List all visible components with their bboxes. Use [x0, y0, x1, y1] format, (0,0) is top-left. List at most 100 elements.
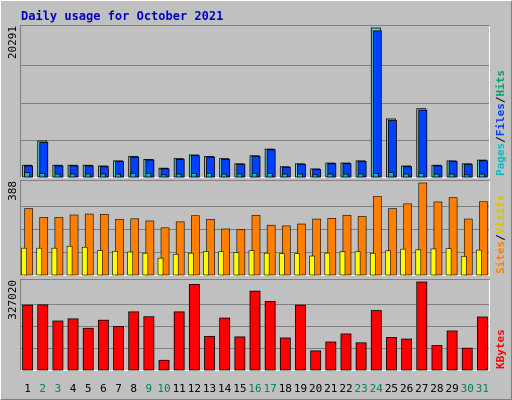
bar-sites-day-26	[400, 248, 406, 276]
bar-pages-day-8	[130, 172, 137, 178]
day-label-23: 23	[355, 382, 368, 395]
bar-sites-day-10	[157, 257, 164, 276]
day-label-15: 15	[233, 382, 246, 395]
bar-pages-day-22	[342, 173, 349, 178]
panel-bevel-dark	[20, 25, 490, 178]
legend-separator: /	[494, 96, 507, 103]
bar-sites-day-27	[415, 249, 422, 276]
bar-pages-day-19	[297, 173, 303, 178]
day-label-8: 8	[130, 382, 137, 395]
bar-files-day-24	[372, 30, 382, 178]
bar-pages-day-5	[84, 173, 91, 178]
bar-sites-day-3	[51, 247, 58, 276]
panel-bevel-dark	[20, 180, 490, 276]
day-label-2: 2	[39, 382, 46, 395]
day-label-25: 25	[385, 382, 398, 395]
bar-sites-day-17	[263, 252, 270, 276]
legend-sites: Sites	[494, 241, 507, 274]
bar-sites-day-14	[218, 251, 224, 276]
bar-pages-day-1	[24, 172, 30, 178]
bar-pages-day-29	[448, 173, 455, 178]
legend-separator: /	[494, 234, 507, 241]
panel-legend: KBytes	[494, 329, 507, 369]
bar-pages-day-15	[236, 173, 243, 178]
day-label-19: 19	[294, 382, 307, 395]
bar-kbytes-day-10	[158, 359, 170, 371]
bar-sites-day-22	[339, 251, 346, 276]
bar-pages-day-11	[175, 173, 182, 178]
bar-visits-day-30	[463, 218, 473, 276]
bar-kbytes-day-1	[22, 304, 33, 371]
bar-visits-day-12	[191, 215, 200, 276]
day-label-26: 26	[400, 382, 413, 395]
day-label-28: 28	[430, 382, 443, 395]
bar-pages-day-24	[372, 172, 379, 178]
panel-background	[20, 25, 490, 178]
bar-kbytes-day-22	[340, 333, 352, 371]
bar-kbytes-day-6	[97, 319, 109, 371]
bar-pages-day-31	[479, 173, 485, 178]
bar-sites-day-18	[279, 253, 285, 276]
bar-sites-day-7	[112, 250, 118, 276]
bar-kbytes-day-3	[52, 320, 64, 371]
bar-kbytes-day-15	[234, 336, 246, 371]
bar-sites-day-23	[354, 251, 361, 276]
bar-kbytes-day-28	[431, 345, 443, 371]
bar-sites-day-19	[294, 253, 300, 276]
chart-title: Daily usage for October 2021	[21, 9, 223, 23]
bar-sites-day-2	[36, 247, 43, 276]
day-label-6: 6	[100, 382, 107, 395]
bar-pages-day-17	[266, 172, 273, 178]
day-label-20: 20	[309, 382, 322, 395]
bar-pages-day-12	[190, 172, 197, 178]
bar-sites-day-1	[21, 247, 27, 276]
bar-visits-day-16	[251, 214, 261, 276]
day-label-5: 5	[85, 382, 92, 395]
day-label-14: 14	[218, 382, 232, 395]
bar-visits-day-28	[433, 201, 443, 276]
bar-files-day-2	[39, 142, 49, 178]
panel-2: 388 Sites/Visits	[6, 180, 507, 276]
panel-legend: Pages/Files/Hits	[494, 70, 507, 176]
bar-visits-day-27	[418, 182, 428, 276]
day-label-24: 24	[370, 382, 384, 395]
bar-sites-day-21	[324, 252, 331, 276]
bar-pages-day-13	[206, 172, 212, 178]
bar-kbytes-day-8	[128, 311, 140, 371]
bar-kbytes-day-29	[446, 330, 458, 371]
bar-pages-day-26	[403, 173, 410, 178]
bar-pages-day-3	[54, 173, 61, 178]
bar-visits-day-22	[342, 214, 352, 276]
bar-visits-day-2	[39, 217, 49, 276]
day-label-22: 22	[339, 382, 352, 395]
bar-pages-day-6	[99, 173, 106, 178]
panel-bevel-light	[21, 26, 490, 178]
legend-hits: Hits	[494, 70, 507, 97]
day-label-7: 7	[115, 382, 122, 395]
bar-kbytes-day-19	[295, 304, 306, 371]
bar-visits-day-18	[282, 225, 291, 276]
bar-sites-day-5	[81, 246, 88, 276]
bar-pages-day-25	[388, 172, 394, 178]
bar-visits-day-31	[479, 201, 488, 276]
bar-visits-day-21	[327, 218, 337, 276]
bar-pages-day-4	[69, 173, 76, 178]
day-label-12: 12	[188, 382, 201, 395]
bar-kbytes-day-13	[204, 335, 215, 371]
bar-kbytes-day-26	[401, 338, 413, 371]
bar-sites-day-28	[430, 248, 437, 276]
bar-pages-day-27	[418, 172, 425, 178]
panel-3: 327020 KBytes	[6, 279, 507, 371]
day-label-29: 29	[445, 382, 458, 395]
bar-visits-day-7	[115, 218, 124, 276]
panel-bevel-light	[21, 181, 490, 276]
bar-pages-day-28	[433, 173, 440, 178]
bar-pages-day-30	[463, 174, 470, 178]
bar-pages-day-7	[115, 173, 121, 178]
bar-kbytes-day-31	[477, 316, 488, 371]
day-label-10: 10	[157, 382, 170, 395]
bar-pages-day-23	[357, 173, 364, 178]
bar-pages-day-18	[281, 173, 288, 178]
